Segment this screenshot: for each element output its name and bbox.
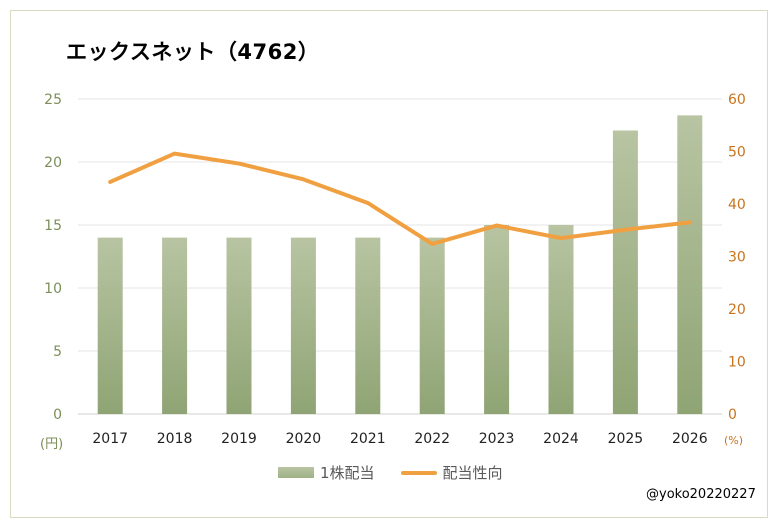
left-axis-tick-label: 15 — [44, 218, 62, 234]
left-axis-unit: (円) — [40, 437, 64, 452]
bar-2025 — [612, 130, 638, 414]
bar-2019 — [226, 237, 252, 414]
x-axis-tick-label: 2021 — [350, 431, 386, 447]
bar-2018 — [162, 237, 188, 414]
chart-frame — [10, 10, 768, 518]
chart-title: エックスネット（4762） — [66, 40, 320, 64]
bar-2021 — [355, 237, 381, 414]
bar-2023 — [484, 225, 510, 414]
chart-legend: 1株配当 配当性向 — [278, 462, 503, 483]
x-axis-tick-label: 2017 — [92, 431, 128, 447]
left-axis-tick-label: 5 — [53, 344, 62, 360]
x-axis-tick-label: 2020 — [286, 431, 322, 447]
bar-2026 — [677, 115, 703, 414]
right-axis-tick-label: 40 — [728, 197, 746, 213]
bar-2020 — [290, 237, 316, 414]
right-axis-tick-label: 0 — [728, 407, 737, 423]
credit-text: @yoko20220227 — [646, 487, 756, 502]
bar-2024 — [548, 225, 574, 414]
right-axis-tick-label: 10 — [728, 355, 746, 371]
bar-2017 — [97, 237, 123, 414]
left-axis-tick-label: 25 — [44, 92, 62, 108]
x-axis-tick-label: 2023 — [479, 431, 515, 447]
right-axis-tick-label: 20 — [728, 302, 746, 318]
payout-ratio-line — [108, 151, 692, 246]
left-axis-tick-label: 10 — [44, 281, 62, 297]
x-axis-tick-label: 2024 — [543, 431, 579, 447]
x-axis-tick-label: 2025 — [608, 431, 644, 447]
left-axis-tick-label: 0 — [53, 407, 62, 423]
right-axis-tick-label: 50 — [728, 145, 746, 161]
right-axis-unit: (%) — [724, 434, 744, 447]
legend-label-line: 配当性向 — [442, 464, 503, 482]
legend-swatch-bar — [278, 467, 314, 478]
legend-swatch-line — [400, 470, 437, 475]
x-axis-tick-label: 2026 — [672, 431, 708, 447]
x-axis-tick-label: 2022 — [414, 431, 450, 447]
x-axis-tick-label: 2019 — [221, 431, 257, 447]
right-axis-tick-label: 30 — [728, 250, 746, 266]
bar-2022 — [419, 237, 445, 414]
left-axis-tick-label: 20 — [44, 155, 62, 171]
legend-label-bar: 1株配当 — [320, 464, 375, 482]
x-axis-tick-label: 2018 — [157, 431, 193, 447]
right-axis-tick-label: 60 — [728, 92, 746, 108]
